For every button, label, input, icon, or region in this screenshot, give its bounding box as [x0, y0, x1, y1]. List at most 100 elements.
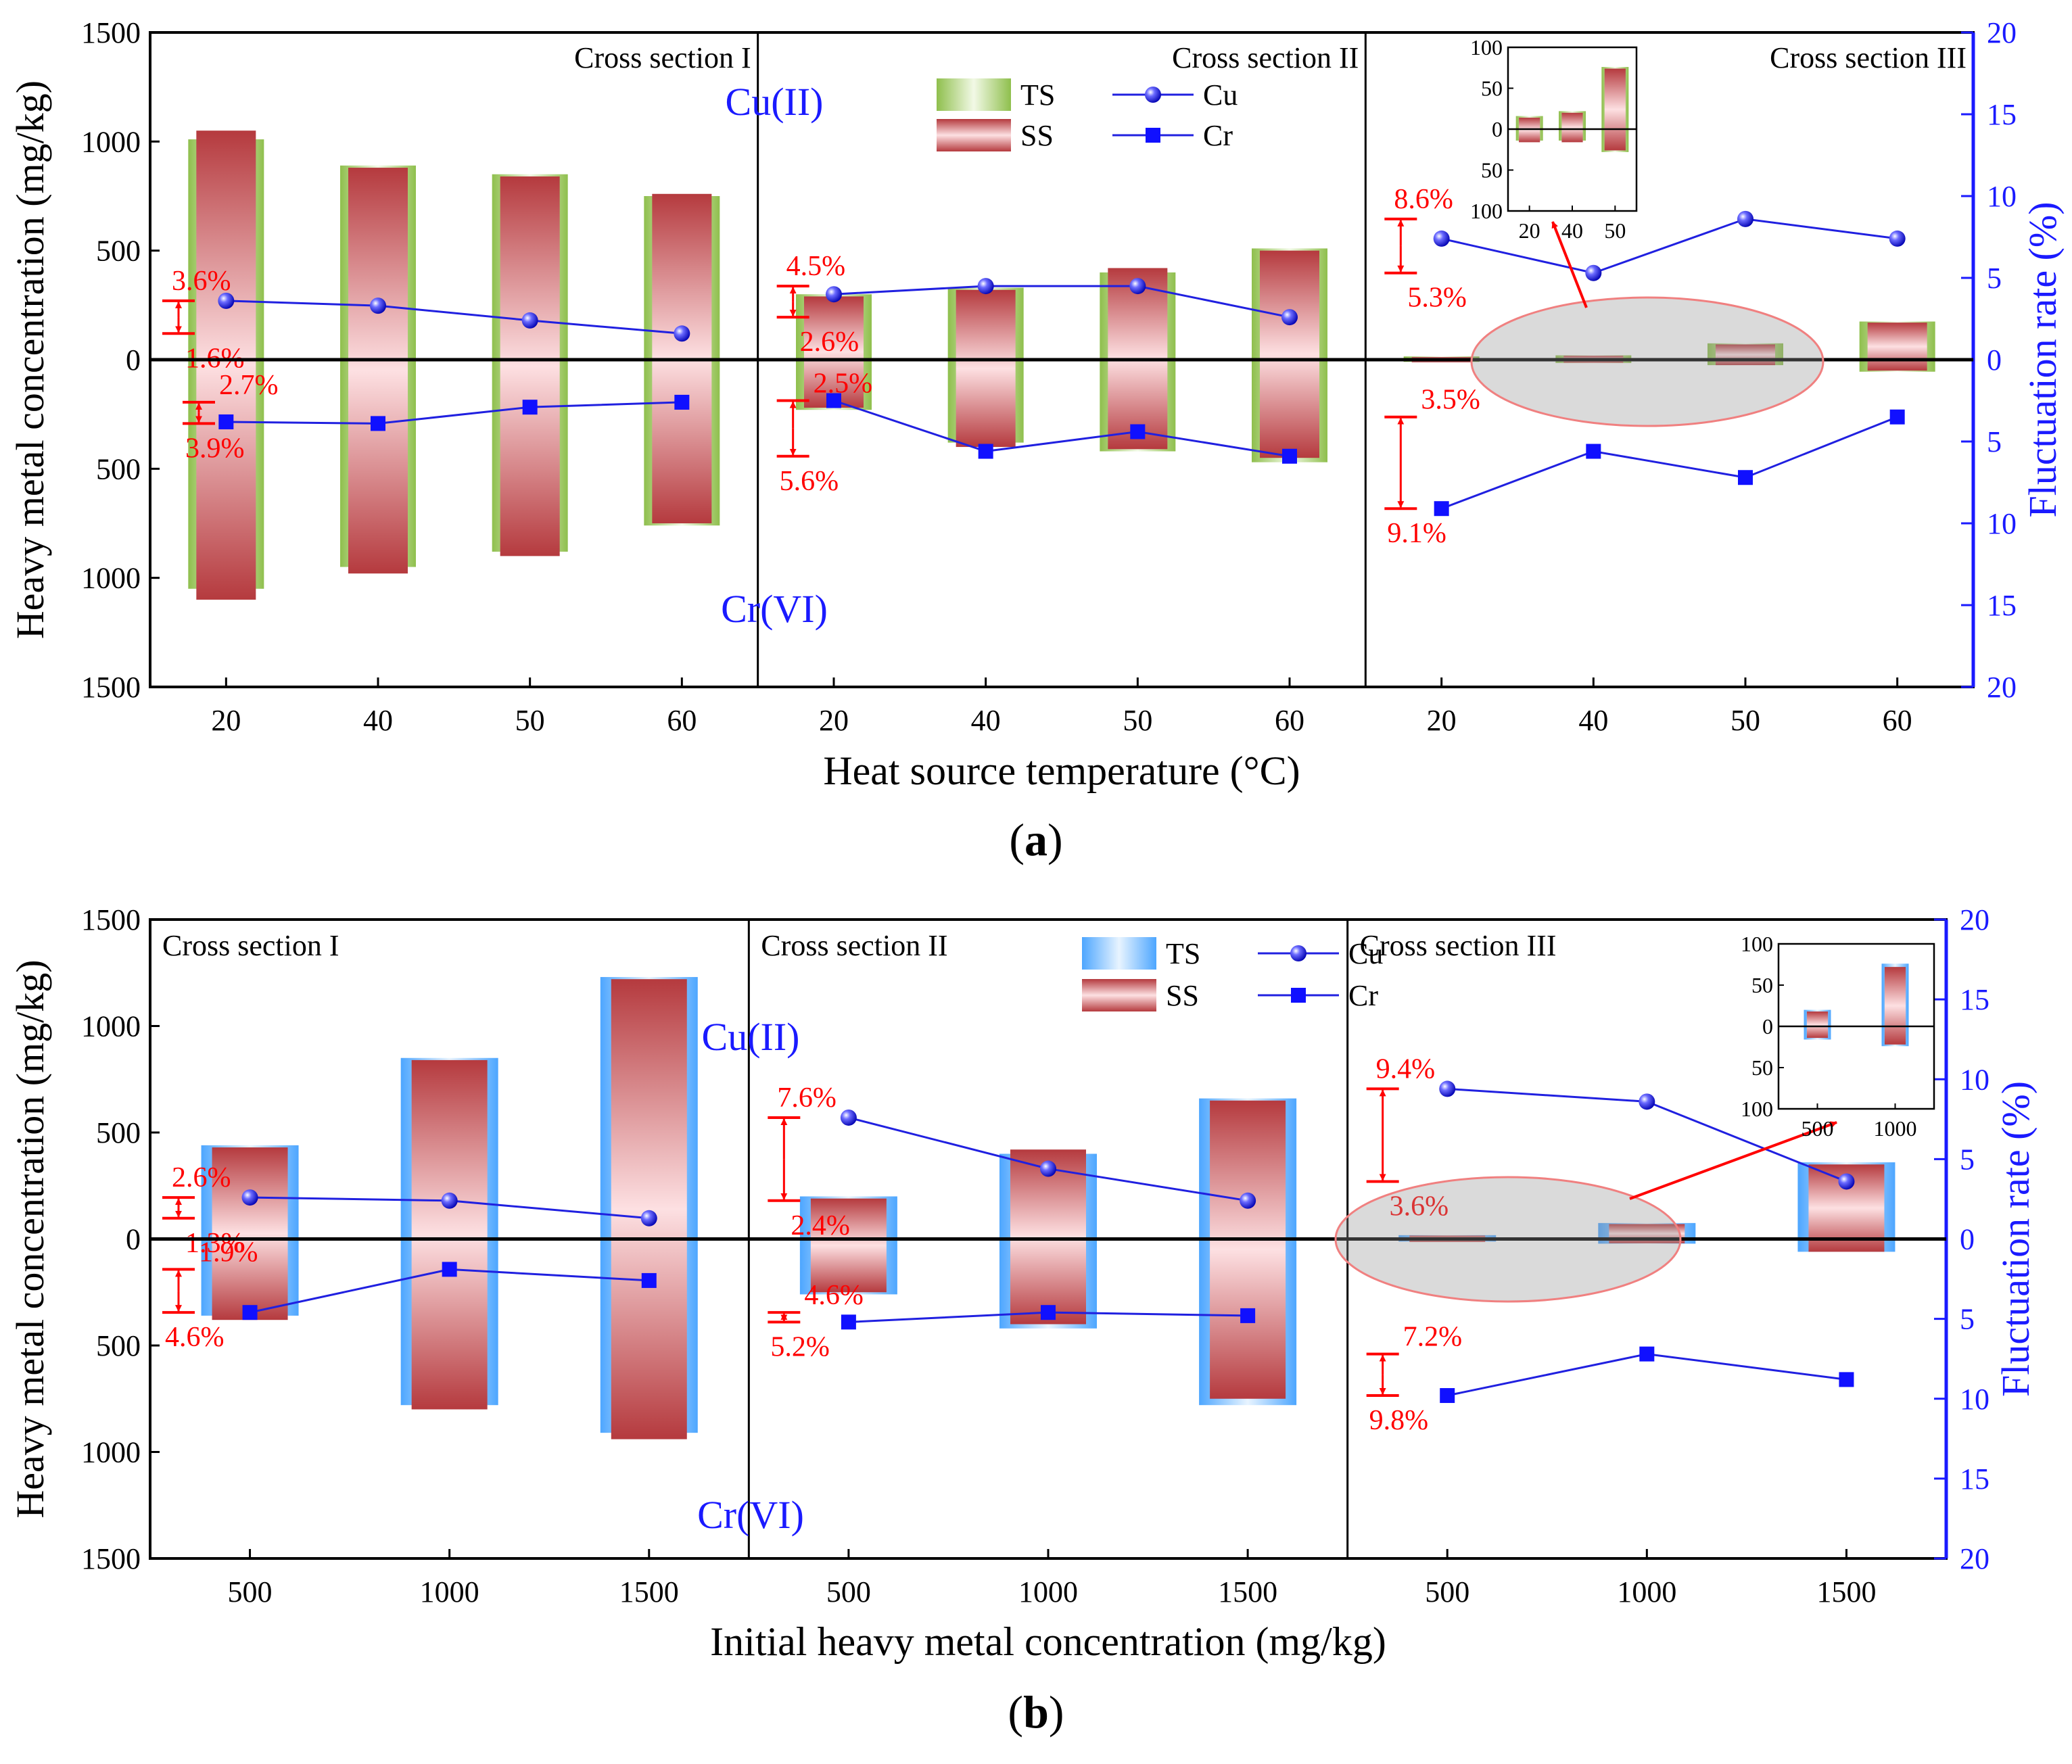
x-tick-label: 60	[1883, 704, 1912, 737]
cr-rate-point	[522, 400, 538, 415]
cr-min-annotation: 7.2%	[1403, 1322, 1463, 1353]
cu-rate-point	[241, 1189, 258, 1206]
y2-axis-label: Fluctuation rate (%)	[2021, 201, 2065, 517]
y-tick-label: 1000	[81, 562, 141, 595]
cr-rate-point	[371, 416, 385, 431]
cu-rate-point	[1737, 210, 1753, 227]
y-tick-label: 1500	[81, 903, 141, 936]
legend-ss-swatch	[937, 119, 1011, 151]
highlight-ellipse	[1334, 1176, 1682, 1303]
inset-ss-bar	[1604, 68, 1626, 151]
section-title: Cross section III	[1360, 929, 1557, 962]
ss-bar	[196, 130, 256, 600]
y2-tick-label: 20	[1987, 16, 2017, 49]
cr-max-annotation: 4.6%	[165, 1322, 225, 1353]
x-tick-label: 1000	[420, 1575, 479, 1608]
ss-bar	[1260, 250, 1319, 458]
cr-rate-line	[833, 400, 1290, 458]
cu-rate-point	[840, 1109, 857, 1126]
x-tick-label: 40	[971, 704, 1001, 737]
cu-rate-point	[1281, 309, 1298, 326]
cr-rate-point	[442, 1262, 457, 1277]
cr-rate-point	[978, 444, 993, 459]
cu-max-annotation: 3.6%	[172, 266, 231, 297]
cr-rate-point	[1586, 444, 1601, 459]
cr-rate-point	[841, 1314, 856, 1330]
cr-max-annotation: 5.6%	[780, 466, 839, 497]
cu-rate-line	[1441, 218, 1898, 275]
cr-rate-point	[641, 1272, 657, 1288]
cu-rate-point	[1585, 264, 1602, 281]
y-tick-label: 500	[96, 235, 141, 268]
y-tick-label: 1500	[81, 1542, 141, 1575]
ss-bar	[611, 979, 687, 1439]
legend-ss-swatch	[1082, 979, 1156, 1011]
cr-rate-point	[826, 393, 841, 408]
panel-label: (a)	[1009, 814, 1062, 865]
x-tick-label: 500	[1425, 1575, 1469, 1608]
cu-rate-point	[1240, 1192, 1256, 1209]
y-tick-label: 0	[126, 343, 141, 377]
x-tick-label: 40	[1578, 704, 1608, 737]
cu-rate-point	[1129, 278, 1146, 295]
cu-min-annotation: 2.6%	[800, 327, 860, 358]
y-tick-label: 1000	[81, 1010, 141, 1043]
section-title: Cross section II	[761, 929, 947, 962]
cr-rate-point	[1839, 1372, 1854, 1387]
inset-ss-bar	[1561, 112, 1583, 143]
inset-y-tick-label: 100	[1470, 35, 1503, 59]
cr-rate-point	[1041, 1305, 1056, 1320]
y2-tick-label: 20	[1987, 671, 2017, 704]
cr-max-annotation: 9.8%	[1369, 1405, 1428, 1436]
legend-cr-label: Cr	[1348, 979, 1378, 1012]
inset-y-tick-label: 100	[1741, 932, 1773, 956]
cu-rate-point	[1439, 1080, 1456, 1097]
y2-tick-label: 15	[1987, 589, 2017, 622]
legend-cu-label: Cu	[1203, 78, 1238, 112]
y-axis-label: Heavy metal concentration (mg/kg)	[8, 80, 52, 639]
x-tick-label: 50	[1730, 704, 1760, 737]
y2-tick-label: 10	[1960, 1063, 1989, 1096]
cu-max-annotation: 4.5%	[786, 251, 846, 282]
inset-y-tick-label: 0	[1762, 1014, 1773, 1039]
cu-rate-point	[1889, 230, 1906, 247]
cu-rate-point	[370, 297, 386, 314]
x-tick-label: 1500	[1218, 1575, 1277, 1608]
x-tick-label: 50	[515, 704, 545, 737]
y2-tick-label: 5	[1987, 425, 2002, 458]
y2-tick-label: 10	[1987, 507, 2017, 540]
cu-rate-point	[441, 1192, 458, 1209]
ss-bar	[1210, 1100, 1286, 1399]
legend-cr-label: Cr	[1203, 119, 1233, 152]
x-tick-label: 500	[826, 1575, 871, 1608]
inset-y-tick-label: 50	[1481, 158, 1503, 183]
inset-x-tick-label: 20	[1519, 218, 1540, 243]
y2-tick-label: 10	[1960, 1383, 1989, 1416]
cu-rate-point	[1639, 1093, 1655, 1110]
species-bottom-label: Cr(VI)	[721, 587, 828, 631]
panel-b: 15001000500050010001500201510505101520He…	[8, 903, 2038, 1738]
legend-cu-marker	[1290, 945, 1306, 961]
legend-ss-label: SS	[1020, 119, 1054, 152]
inset-y-tick-label: 100	[1741, 1097, 1773, 1121]
inset-y-tick-label: 50	[1481, 76, 1503, 101]
cr-max-annotation: 3.9%	[185, 433, 245, 464]
x-axis-label: Initial heavy metal concentration (mg/kg…	[710, 1619, 1386, 1664]
cr-rate-point	[1440, 1388, 1455, 1404]
ss-bar	[1867, 323, 1927, 371]
ss-bar	[1010, 1149, 1086, 1325]
legend-ss-label: SS	[1166, 979, 1199, 1012]
cu-min-annotation: 5.3%	[1407, 283, 1467, 314]
inset-x-tick-label: 500	[1802, 1116, 1834, 1141]
x-axis-label: Heat source temperature (°C)	[823, 748, 1300, 793]
x-tick-label: 20	[211, 704, 241, 737]
legend-cr-marker	[1146, 128, 1160, 143]
x-tick-label: 500	[228, 1575, 273, 1608]
x-tick-label: 20	[819, 704, 849, 737]
legend-ts-label: TS	[1166, 937, 1200, 970]
panel-a: 15001000500050010001500201510505101520He…	[8, 16, 2065, 865]
inset-ss-bar	[1884, 967, 1906, 1045]
y-tick-label: 500	[96, 1329, 141, 1362]
cu-rate-point	[977, 278, 994, 295]
